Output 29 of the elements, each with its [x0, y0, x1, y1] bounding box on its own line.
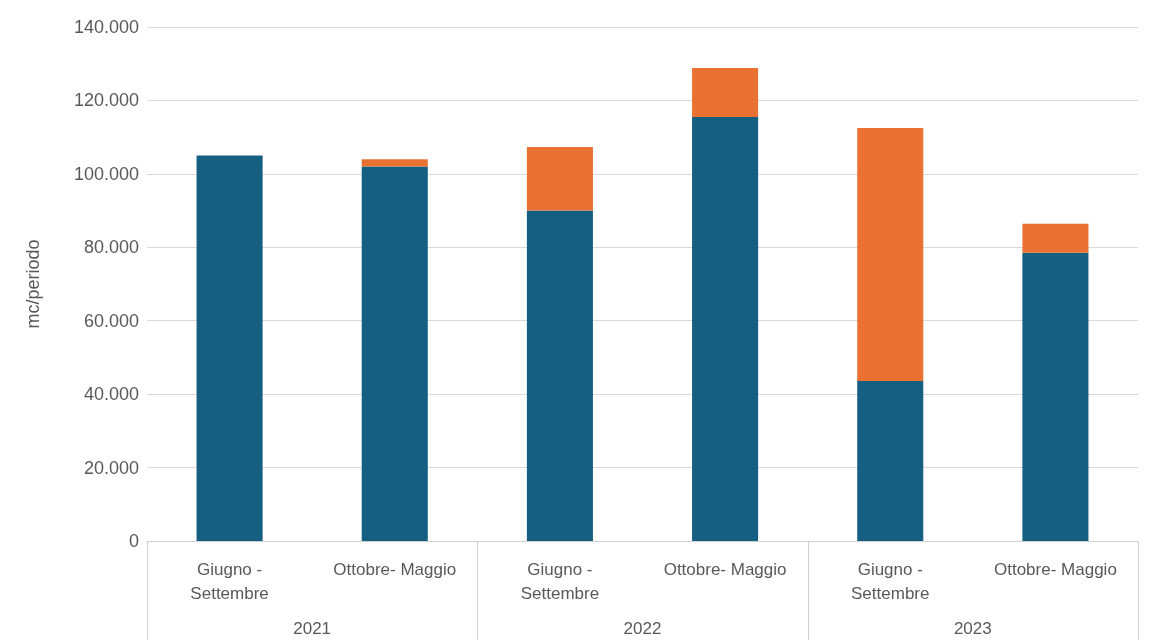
bar [857, 127, 924, 381]
bar [1022, 252, 1089, 541]
y-tick-label: 80.000 [83, 237, 139, 258]
bar [361, 159, 428, 167]
y-tick-label: 100.000 [73, 163, 139, 184]
y-tick-label: 40.000 [83, 384, 139, 405]
x-tick-label: Ottobre- Maggio [663, 559, 787, 579]
y-tick-label: 20.000 [83, 457, 139, 478]
x-tick-label: Ottobre- Maggio [993, 559, 1117, 579]
bar [857, 380, 924, 541]
y-tick-label: 60.000 [83, 310, 139, 331]
text: 2021 [292, 619, 333, 639]
text: 2022 [622, 619, 663, 639]
y-axis-title: mc/periodo [23, 239, 43, 329]
bar [526, 210, 593, 541]
y-tick-label: 120.000 [73, 90, 139, 111]
y-tick-label: 0 [128, 531, 139, 551]
bar [196, 155, 263, 541]
bar [1022, 223, 1089, 253]
x-tick-label: Giugno - Settembre [851, 559, 930, 603]
y-tick-label: 140.000 [73, 17, 139, 37]
bar [526, 147, 593, 211]
x-tick-label: Giugno - Settembre [190, 559, 269, 603]
bar [361, 166, 428, 541]
text: 2023 [952, 619, 993, 639]
x-tick-label: Giugno - Settembre [520, 559, 600, 603]
x-tick-label: Ottobre- Maggio [333, 559, 457, 579]
bar [692, 116, 759, 541]
bar [692, 68, 759, 117]
